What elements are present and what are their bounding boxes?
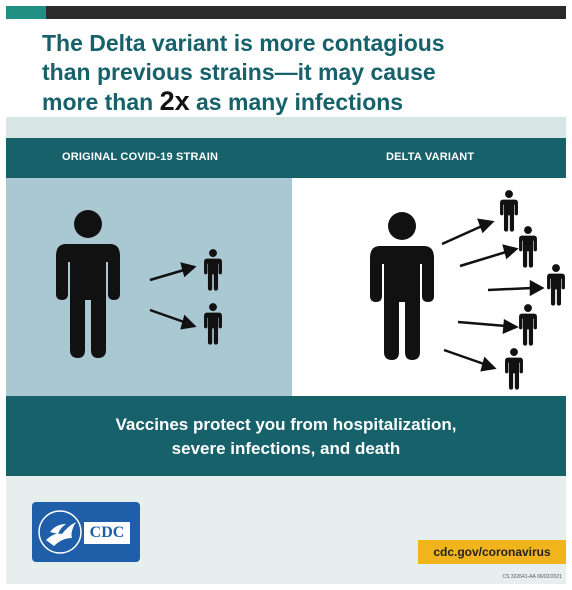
person-icon [519, 304, 537, 346]
header: The Delta variant is more contagious tha… [6, 19, 566, 117]
hhs-eagle-icon [38, 510, 82, 554]
headline-line-3-end: as many infections [189, 89, 404, 115]
divider-band [6, 117, 566, 138]
footer: CDC cdc.gov/coronavirus CS 322641-AA 06/… [6, 476, 566, 584]
person-icon [505, 348, 523, 390]
column-labels: ORIGINAL COVID-19 STRAIN DELTA VARIANT [6, 138, 566, 178]
infographic: The Delta variant is more contagious tha… [6, 6, 566, 584]
delta-variant-panel [292, 178, 566, 396]
arrow-icon [149, 262, 197, 282]
person-icon [370, 212, 434, 360]
delta-variant-figure [370, 190, 565, 390]
cdc-logo-text: CDC [84, 522, 130, 544]
person-icon [204, 249, 222, 291]
vaccine-message-line-2: severe infections, and death [171, 439, 401, 458]
vaccine-message: Vaccines protect you from hospitalizatio… [26, 413, 546, 461]
original-strain-label: ORIGINAL COVID-19 STRAIN [62, 151, 219, 163]
delta-variant-label: DELTA VARIANT [386, 151, 475, 163]
arrow-icon [457, 318, 519, 334]
headline-line-1: The Delta variant is more contagious [42, 30, 445, 56]
person-icon [204, 303, 222, 345]
headline-emphasis: 2x [159, 86, 190, 116]
document-code: CS 322641-AA 06/02/2021 [502, 574, 563, 580]
arrow-icon [441, 218, 495, 246]
person-icon [519, 226, 537, 268]
headline-line-2: than previous strains—it may cause [42, 59, 436, 85]
person-icon [500, 190, 518, 232]
vaccine-message-line-1: Vaccines protect you from hospitalizatio… [115, 415, 457, 434]
headline-line-3-start: more than [42, 89, 160, 115]
arrow-icon [149, 308, 197, 330]
top-bar-accent [6, 6, 46, 19]
vaccine-message-band: Vaccines protect you from hospitalizatio… [6, 396, 566, 476]
cdc-logo[interactable]: CDC [32, 502, 140, 562]
arrow-icon [443, 348, 497, 372]
url-badge[interactable]: cdc.gov/coronavirus [418, 540, 566, 564]
person-icon [56, 210, 120, 358]
arrow-icon [459, 244, 519, 268]
top-bar [6, 6, 566, 19]
person-icon [547, 264, 565, 306]
arrow-icon [487, 279, 545, 297]
original-strain-figure [56, 210, 222, 358]
original-strain-panel [6, 178, 292, 396]
headline: The Delta variant is more contagious tha… [42, 29, 552, 117]
